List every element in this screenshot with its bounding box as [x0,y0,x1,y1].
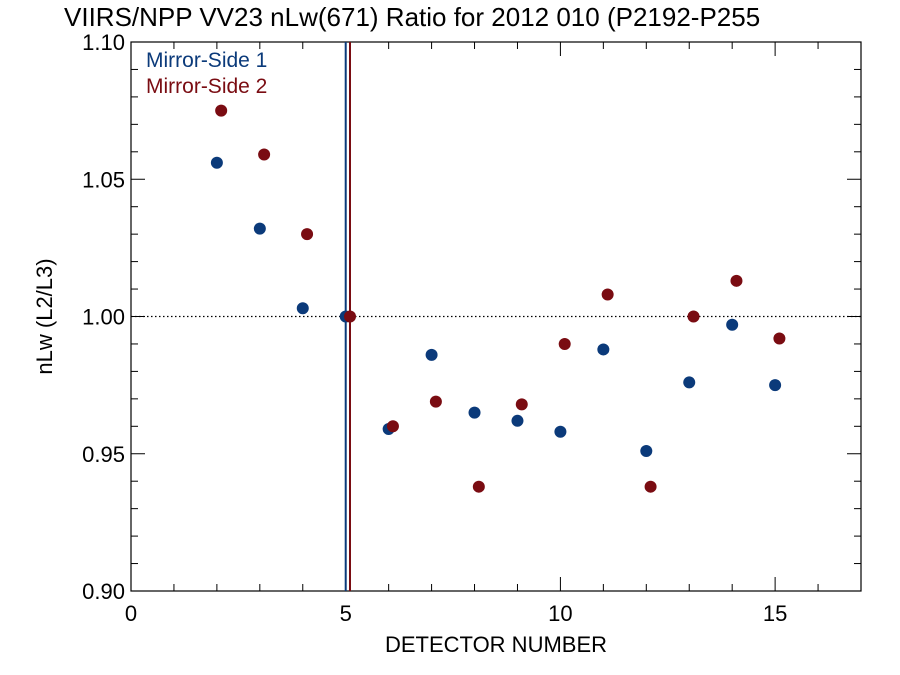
point-series-1 [769,379,782,392]
point-series-2 [687,310,700,323]
point-series-2 [601,288,614,301]
point-series-2 [472,480,485,493]
point-series-1 [468,406,481,419]
point-series-2 [301,228,314,241]
point-series-1 [210,156,223,169]
x-tick-label: 0 [125,601,137,626]
y-tick-label: 0.90 [82,579,125,604]
point-series-2 [344,310,356,323]
y-tick-label: 1.00 [82,305,125,330]
point-series-1 [597,343,610,356]
legend-entry-2: Mirror-Side 2 [146,75,267,98]
point-series-1 [511,414,524,427]
point-series-2 [386,420,399,433]
y-axis-label: nLw (L2/L3) [32,258,57,374]
plot-marks [131,42,861,591]
point-series-2 [644,480,657,493]
x-tick-label: 5 [340,601,352,626]
point-series-1 [726,318,739,331]
point-series-2 [429,395,442,408]
point-series-1 [683,376,696,389]
point-series-1 [640,445,653,458]
point-series-1 [425,348,438,361]
point-series-1 [253,222,266,235]
point-series-2 [215,104,228,117]
legend: Mirror-Side 1 Mirror-Side 2 [146,49,267,98]
chart-title: VIIRS/NPP VV23 nLw(671) Ratio for 2012 0… [64,2,761,32]
point-series-1 [554,425,567,438]
x-tick-label: 15 [763,601,787,626]
x-tick-label: 10 [548,601,572,626]
point-series-2 [515,398,528,411]
x-axis-label: DETECTOR NUMBER [385,632,607,657]
point-series-2 [773,332,786,345]
point-series-2 [730,274,743,287]
y-tick-label: 0.95 [82,442,125,467]
point-series-2 [258,148,271,161]
plot-axes: 0 5 10 15 0.90 0.95 1.00 1.05 1.10 [82,30,862,626]
point-series-1 [296,302,309,315]
point-series-2 [558,337,571,350]
legend-entry-1: Mirror-Side 1 [146,49,267,72]
y-tick-label: 1.10 [82,30,125,55]
y-tick-label: 1.05 [82,167,125,192]
